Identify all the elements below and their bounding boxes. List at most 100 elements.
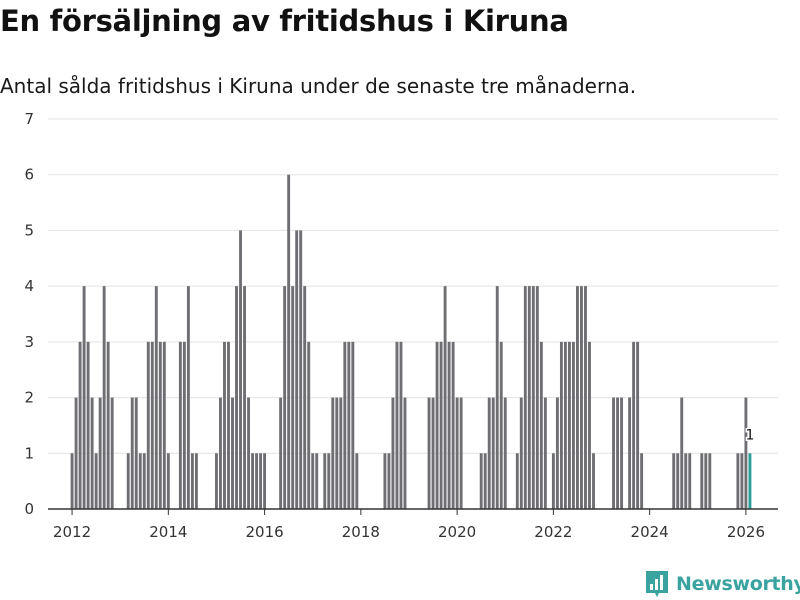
bar [439, 341, 443, 509]
bar [543, 397, 547, 509]
x-tick-label: 2024 [631, 523, 669, 540]
bar [215, 453, 218, 509]
bar [231, 397, 234, 509]
y-tick-label: 3 [24, 333, 34, 351]
bar [588, 341, 591, 509]
y-tick-label: 4 [24, 277, 34, 295]
bar [555, 397, 559, 509]
bar [299, 230, 303, 509]
bar [487, 397, 491, 509]
bar [576, 286, 579, 509]
bar [134, 397, 138, 509]
bar [567, 341, 571, 509]
bar-chart: 0 1 2 3 4 5 6 7 2012 2014 2016 2018 2020 2022 2024 2026… [24, 110, 778, 540]
y-tick-label: 1 [24, 444, 34, 462]
x-tick-label: 2016 [245, 523, 283, 540]
bar [343, 341, 347, 509]
bar [535, 286, 539, 509]
bar [295, 230, 299, 509]
bar [186, 286, 190, 509]
bar [166, 453, 170, 509]
bar [335, 397, 339, 509]
bar-highlight [748, 453, 752, 509]
x-tick-label: 2012 [53, 523, 91, 540]
bar [684, 453, 688, 509]
bar [247, 397, 250, 509]
bar [94, 453, 98, 509]
y-tick-label: 5 [24, 221, 34, 239]
bar [126, 453, 130, 509]
bar [279, 397, 283, 509]
bar [676, 453, 680, 509]
brand: Newsworthy [644, 568, 800, 600]
bar [142, 453, 146, 509]
bar [235, 286, 238, 509]
axes [48, 508, 778, 515]
bar [395, 341, 399, 509]
bar [744, 397, 748, 509]
x-tick-label: 2018 [342, 523, 380, 540]
bar [347, 341, 351, 509]
bar [146, 341, 150, 509]
bars [70, 174, 752, 509]
bar [315, 453, 319, 509]
bar [243, 286, 246, 509]
bar [479, 453, 483, 509]
bar [620, 397, 624, 509]
bar [403, 397, 407, 509]
bar [571, 341, 575, 509]
bar [130, 397, 134, 509]
bar [194, 453, 198, 509]
bar [90, 397, 94, 509]
bar [102, 286, 106, 509]
bar [351, 341, 355, 509]
bar [616, 397, 620, 509]
bar [223, 341, 226, 509]
bar [251, 453, 255, 509]
bar [110, 397, 114, 509]
bar [495, 286, 499, 509]
bar [162, 341, 166, 509]
highlight-data-label: 1 [745, 427, 754, 443]
bar [708, 453, 712, 509]
bar [584, 286, 587, 509]
bar [383, 453, 387, 509]
bar [387, 453, 391, 509]
newsworthy-logo-icon [646, 571, 668, 597]
bar [219, 397, 222, 509]
bar [688, 453, 692, 509]
bar [307, 341, 311, 509]
bar [491, 397, 495, 509]
bar [190, 453, 194, 509]
bar [700, 453, 704, 509]
bar [483, 453, 487, 509]
bar [391, 397, 395, 509]
y-tick-label: 0 [24, 500, 34, 518]
bar [551, 453, 555, 509]
y-tick-label: 2 [24, 389, 34, 407]
bar [592, 453, 595, 509]
bar [331, 397, 335, 509]
bar [227, 341, 230, 509]
bar [339, 397, 343, 509]
y-tick-label: 7 [24, 110, 34, 128]
bar [580, 286, 583, 509]
bar [399, 341, 403, 509]
bar [443, 286, 447, 509]
bar [435, 341, 439, 509]
brand-name: Newsworthy [676, 573, 800, 595]
bar [539, 341, 543, 509]
bar [740, 453, 744, 509]
bar [106, 341, 110, 509]
bar [138, 453, 142, 509]
bar [680, 397, 684, 509]
x-tick-label: 2014 [149, 523, 187, 540]
bar [499, 341, 503, 509]
bar [86, 341, 90, 509]
bar [519, 397, 523, 509]
bar [427, 397, 431, 509]
bar [459, 397, 463, 509]
bar [672, 453, 676, 509]
bar [98, 397, 102, 509]
bar [431, 397, 435, 509]
